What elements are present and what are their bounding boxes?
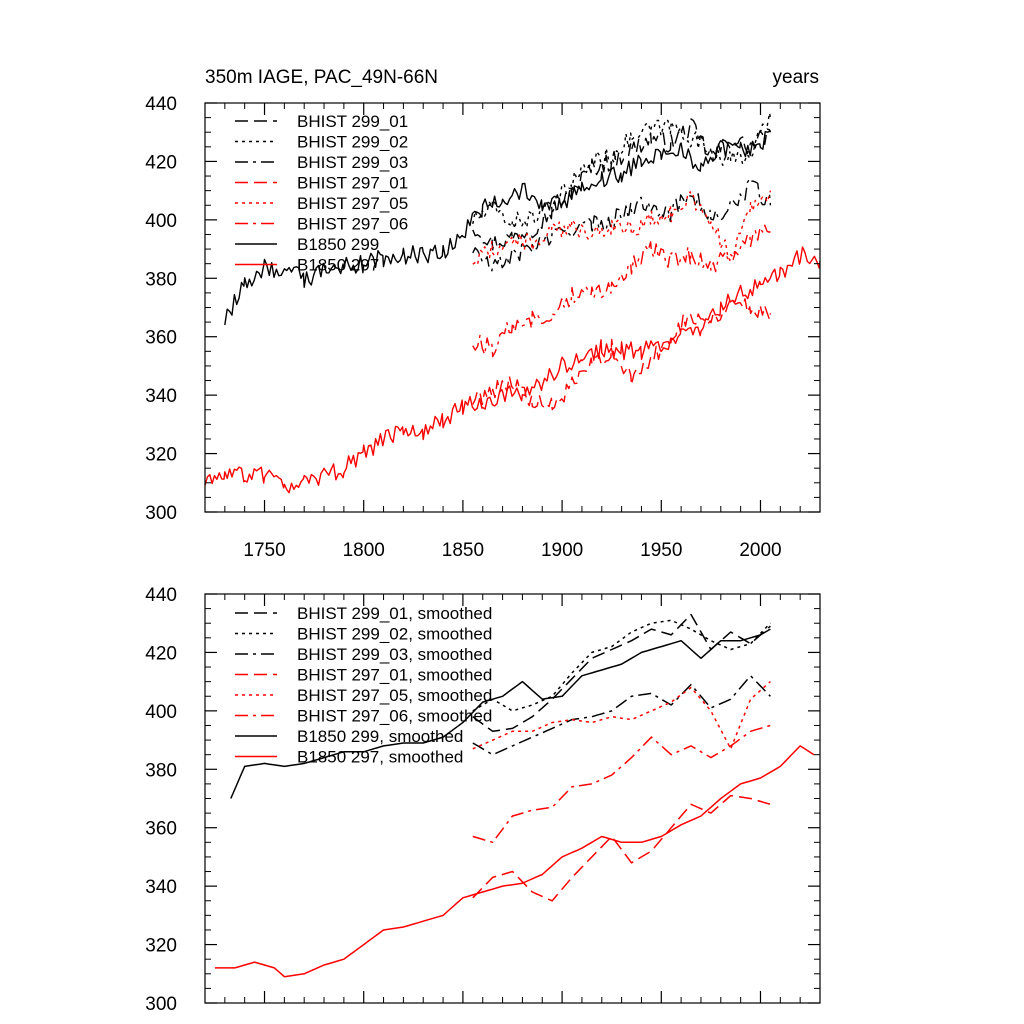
top-legend-label-b1850-299: B1850 299: [297, 235, 379, 254]
bottom-panel: 300 320 340 360 380 400 420 440 BHIST 299_01, s…: [145, 585, 821, 1015]
top-legend-label-bhist-299-02: BHIST 299_02: [297, 133, 408, 152]
top-x-tick-label-1900: 1900: [541, 540, 583, 561]
top-legend-label-bhist-299-01: BHIST 299_01: [297, 112, 408, 131]
bottom-y-tick-label-420: 420: [145, 643, 177, 664]
top-legend-label-bhist-297-06: BHIST 297_06: [297, 215, 408, 234]
bottom-legend-label-b1850-299-smoothed: B1850 299, smoothed: [297, 727, 463, 746]
top-series-bhist-297-06: [472, 224, 771, 358]
bottom-y-tick-label-360: 360: [145, 819, 177, 840]
bottom-series-bhist-297-06-smoothed: [472, 724, 771, 844]
top-legend-label-b1850-297: B1850 297: [297, 256, 379, 275]
bottom-legend-label-bhist-297-06-smoothed: BHIST 297_06, smoothed: [297, 707, 492, 726]
bottom-legend-label-bhist-299-01-smoothed: BHIST 299_01, smoothed: [297, 604, 492, 623]
top-legend-label-bhist-299-03: BHIST 299_03: [297, 153, 408, 172]
bottom-series-bhist-297-01-smoothed: [472, 794, 771, 902]
bottom-series-bhist-299-03-smoothed: [472, 675, 771, 756]
bottom-y-tick-label-440: 440: [145, 585, 177, 606]
bottom-y-tick-label-300: 300: [145, 994, 177, 1015]
top-x-tick-label-2000: 2000: [739, 540, 781, 561]
bottom-legend-label-b1850-297-smoothed: B1850 297, smoothed: [297, 748, 463, 767]
top-series-bhist-299-02: [472, 112, 772, 230]
bottom-series-bhist-297-05-smoothed: [472, 681, 771, 750]
bottom-legend-label-bhist-297-01-smoothed: BHIST 297_01, smoothed: [297, 666, 492, 685]
top-x-tick-label-1950: 1950: [640, 540, 682, 561]
top-series-bhist-299-01: [472, 118, 772, 251]
top-y-tick-label-400: 400: [145, 211, 177, 232]
bottom-legend-label-bhist-299-03-smoothed: BHIST 299_03, smoothed: [297, 645, 492, 664]
top-panel-units: years: [773, 67, 819, 88]
top-series-b1850-299: [224, 130, 772, 326]
bottom-y-tick-label-400: 400: [145, 702, 177, 723]
top-series-b1850-297: [204, 246, 821, 494]
top-y-tick-label-440: 440: [145, 94, 177, 115]
top-legend-label-bhist-297-01: BHIST 297_01: [297, 174, 408, 193]
top-series-bhist-299-03: [472, 178, 772, 272]
top-x-tick-label-1850: 1850: [442, 540, 484, 561]
bottom-panel-series: [214, 613, 815, 978]
top-x-tick-label-1750: 1750: [243, 540, 285, 561]
bottom-y-tick-label-380: 380: [145, 760, 177, 781]
top-series-bhist-297-05: [472, 190, 772, 266]
top-panel-title: 350m IAGE, PAC_49N-66N: [205, 67, 438, 88]
top-y-tick-label-420: 420: [145, 152, 177, 173]
top-y-tick-label-340: 340: [145, 386, 177, 407]
top-panel-axes: 300 320 340 360 380 400 420 440 1750 1800 1850 1900…: [145, 94, 821, 561]
top-y-tick-label-360: 360: [145, 328, 177, 349]
bottom-y-tick-label-320: 320: [145, 936, 177, 957]
bottom-series-bhist-299-01-smoothed: [472, 613, 771, 733]
top-y-tick-label-320: 320: [145, 445, 177, 466]
top-panel: 350m IAGE, PAC_49N-66N years 300 320 340 36…: [145, 67, 821, 561]
bottom-panel-axes: 300 320 340 360 380 400 420 440: [145, 585, 821, 1015]
bottom-panel-legend: BHIST 299_01, smoothed BHIST 299_02, smoo…: [235, 604, 492, 767]
top-series-bhist-297-01: [472, 298, 772, 411]
top-panel-series: [204, 112, 821, 494]
top-y-tick-label-380: 380: [145, 269, 177, 290]
bottom-series-b1850-297-smoothed: [214, 745, 815, 978]
bottom-y-tick-label-340: 340: [145, 877, 177, 898]
bottom-legend-label-bhist-299-02-smoothed: BHIST 299_02, smoothed: [297, 625, 492, 644]
bottom-series-b1850-299-smoothed: [230, 628, 771, 799]
top-x-tick-label-1800: 1800: [343, 540, 385, 561]
top-legend-label-bhist-297-05: BHIST 297_05: [297, 194, 408, 213]
bottom-legend-label-bhist-297-05-smoothed: BHIST 297_05, smoothed: [297, 686, 492, 705]
bottom-series-bhist-299-02-smoothed: [472, 619, 771, 712]
top-y-tick-label-300: 300: [145, 503, 177, 524]
